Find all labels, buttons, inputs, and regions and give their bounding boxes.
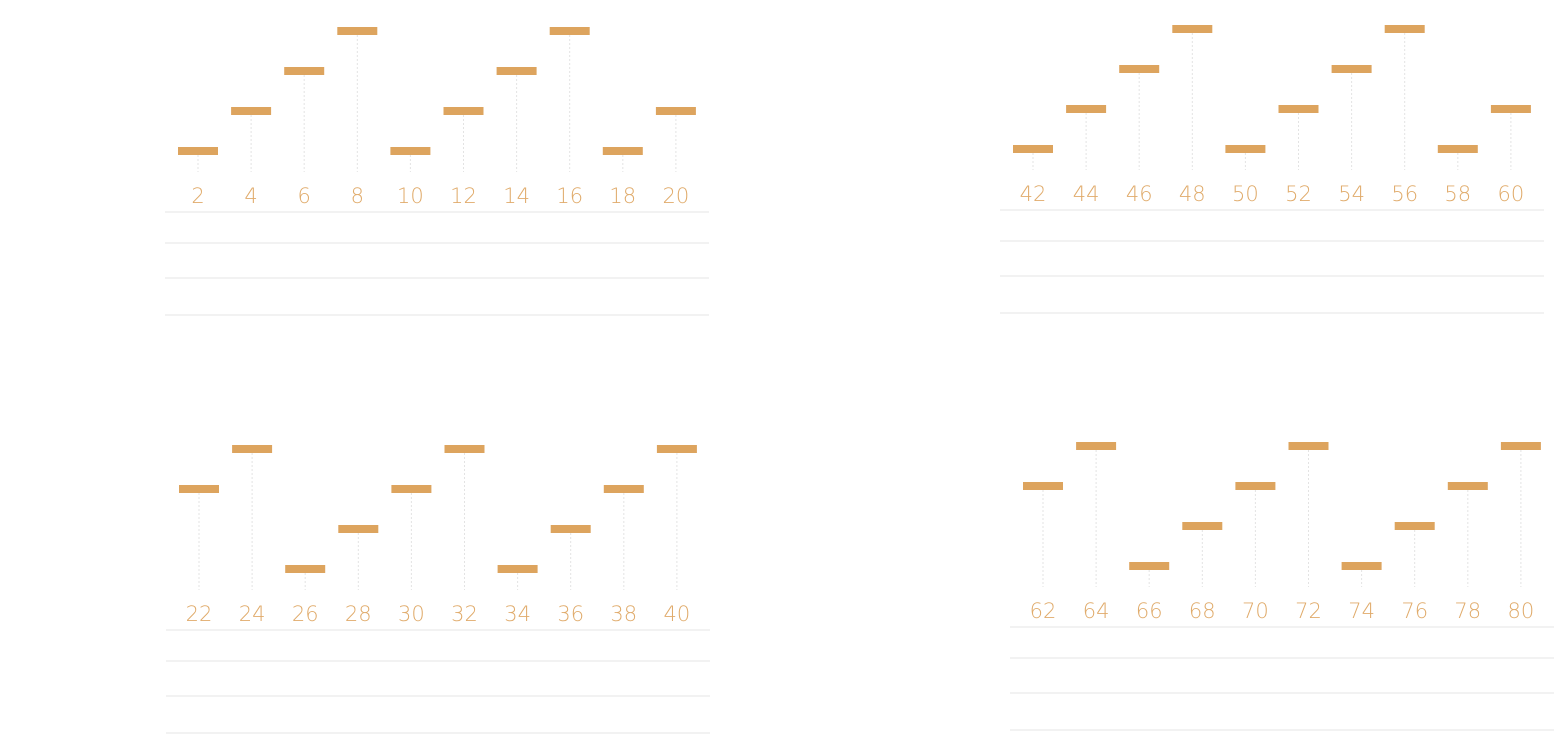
tick-mark	[602, 147, 643, 155]
x-tick-label: 52	[1285, 182, 1312, 206]
tick-mark	[1066, 105, 1107, 113]
chart-panel-3: 42 44 46 48 50 52 54 56 58 60	[1000, 18, 1545, 318]
tick-mark	[338, 525, 379, 533]
x-tick-label: 74	[1348, 599, 1375, 623]
tick-mark	[656, 445, 697, 453]
tick-mark	[496, 67, 537, 75]
tick-mark	[1500, 442, 1541, 450]
x-tick-label: 48	[1179, 182, 1206, 206]
x-tick-label: 40	[664, 602, 691, 626]
x-tick-label: 12	[450, 184, 477, 208]
tick-mark	[1278, 105, 1319, 113]
x-tick-label: 80	[1508, 599, 1535, 623]
tick-mark	[1288, 442, 1329, 450]
tick-mark	[1129, 562, 1170, 570]
x-tick-label: 38	[610, 602, 637, 626]
tick-mark	[443, 107, 484, 115]
x-tick-label: 76	[1401, 599, 1428, 623]
tick-mark	[391, 485, 432, 493]
x-tick-label: 24	[239, 602, 266, 626]
x-tick-label: 66	[1136, 599, 1163, 623]
tick-mark	[178, 147, 218, 155]
tick-mark	[1331, 65, 1372, 73]
x-tick-label: 72	[1295, 599, 1322, 623]
x-tick-label: 8	[351, 184, 364, 208]
tick-mark	[1384, 25, 1425, 33]
tick-mark	[390, 147, 431, 155]
tick-mark	[1182, 522, 1223, 530]
tick-mark	[1394, 522, 1435, 530]
x-tick-label: 44	[1073, 182, 1100, 206]
tick-mark	[1013, 145, 1053, 153]
x-tick-label: 56	[1391, 182, 1418, 206]
x-tick-label: 2	[191, 184, 204, 208]
x-tick-label: 34	[504, 602, 531, 626]
x-tick-label: 26	[292, 602, 319, 626]
chart-svg-4: 62 64 66 68 70 72 74 76 78 80	[1010, 442, 1554, 731]
tick-mark	[1437, 145, 1478, 153]
tick-mark	[603, 485, 644, 493]
x-tick-label: 18	[609, 184, 636, 208]
x-tick-label: 32	[451, 602, 478, 626]
tick-mark	[550, 525, 591, 533]
x-tick-label: 10	[397, 184, 424, 208]
x-tick-label: 54	[1338, 182, 1365, 206]
tick-mark	[285, 565, 326, 573]
tick-mark	[1341, 562, 1382, 570]
x-tick-label: 46	[1126, 182, 1153, 206]
chart-panel-1: 2 4 6 8 10 12 14 16 18 20	[165, 20, 710, 320]
x-tick-label: 70	[1242, 599, 1269, 623]
tick-mark	[497, 565, 538, 573]
tick-mark	[179, 485, 219, 493]
chart-svg-3: 42 44 46 48 50 52 54 56 58 60	[1000, 25, 1544, 314]
x-tick-label: 4	[244, 184, 257, 208]
x-tick-label: 42	[1020, 182, 1047, 206]
tick-mark	[1172, 25, 1213, 33]
x-tick-label: 60	[1498, 182, 1525, 206]
tick-mark	[337, 27, 378, 35]
tick-mark	[1225, 145, 1266, 153]
tick-mark	[232, 445, 273, 453]
x-tick-label: 78	[1454, 599, 1481, 623]
tick-mark	[1023, 482, 1063, 490]
chart-panel-4: 62 64 66 68 70 72 74 76 78 80	[1010, 435, 1555, 735]
x-tick-label: 30	[398, 602, 425, 626]
tick-mark	[1076, 442, 1117, 450]
x-tick-label: 22	[186, 602, 213, 626]
x-tick-label: 36	[557, 602, 584, 626]
tick-mark	[231, 107, 272, 115]
x-tick-label: 58	[1444, 182, 1471, 206]
chart-svg-2: 22 24 26 28 30 32 34 36 38 40	[166, 445, 710, 734]
x-tick-label: 28	[345, 602, 372, 626]
chart-svg-1: 2 4 6 8 10 12 14 16 18 20	[165, 27, 709, 316]
tick-mark	[655, 107, 696, 115]
tick-mark	[284, 67, 325, 75]
chart-panel-2: 22 24 26 28 30 32 34 36 38 40	[166, 438, 711, 738]
tick-mark	[1447, 482, 1488, 490]
tick-mark	[1119, 65, 1160, 73]
x-tick-label: 16	[556, 184, 583, 208]
x-tick-label: 6	[298, 184, 311, 208]
tick-mark	[1235, 482, 1276, 490]
tick-mark	[1490, 105, 1531, 113]
tick-mark	[444, 445, 485, 453]
x-tick-label: 64	[1083, 599, 1110, 623]
x-tick-label: 14	[503, 184, 530, 208]
x-tick-label: 50	[1232, 182, 1259, 206]
tick-mark	[549, 27, 590, 35]
x-tick-label: 62	[1030, 599, 1057, 623]
x-tick-label: 68	[1189, 599, 1216, 623]
x-tick-label: 20	[663, 184, 690, 208]
